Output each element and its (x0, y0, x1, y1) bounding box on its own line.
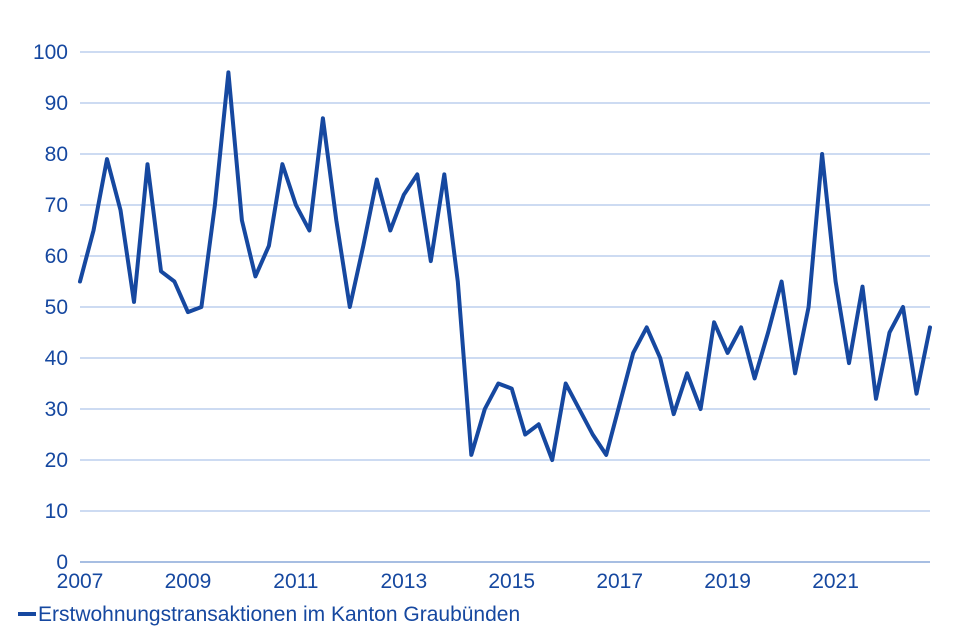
x-tick-label: 2011 (273, 570, 318, 593)
line-chart: 0102030405060708090100200720092011201320… (0, 0, 960, 640)
y-tick-label: 40 (45, 347, 68, 370)
y-tick-label: 70 (45, 194, 68, 217)
series-line (80, 72, 930, 460)
y-tick-label: 60 (45, 245, 68, 268)
x-tick-label: 2015 (488, 570, 535, 593)
legend-label: Erstwohnungstransaktionen im Kanton Grau… (38, 603, 520, 626)
chart-svg: 0102030405060708090100200720092011201320… (0, 0, 960, 640)
x-tick-label: 2021 (812, 570, 859, 593)
y-tick-label: 50 (45, 296, 68, 319)
x-tick-label: 2013 (380, 570, 427, 593)
x-tick-label: 2019 (704, 570, 751, 593)
x-tick-label: 2009 (165, 570, 212, 593)
y-tick-label: 10 (45, 500, 68, 523)
y-tick-label: 30 (45, 398, 68, 421)
y-tick-label: 80 (45, 143, 68, 166)
x-tick-label: 2017 (596, 570, 643, 593)
y-tick-label: 100 (33, 41, 68, 64)
y-tick-label: 90 (45, 92, 68, 115)
y-tick-label: 20 (45, 449, 68, 472)
x-tick-label: 2007 (57, 570, 104, 593)
